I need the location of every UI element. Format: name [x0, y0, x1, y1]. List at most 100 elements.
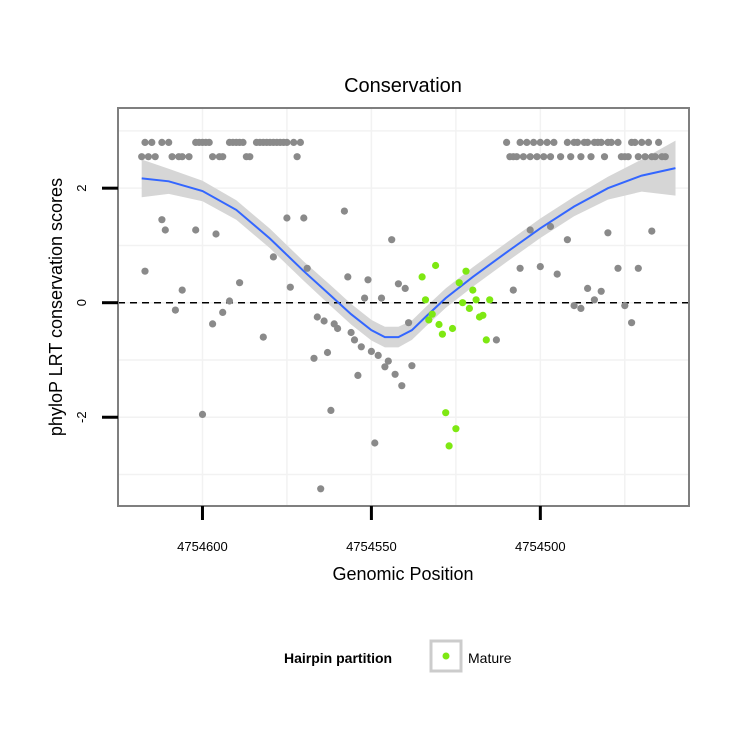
plot-panel-border	[117, 107, 690, 507]
other-point	[604, 229, 612, 237]
other-point	[209, 320, 217, 328]
other-point	[634, 153, 642, 161]
other-point	[570, 302, 578, 310]
other-point	[550, 138, 558, 146]
x-axis-ticks: 4754600 4754550 4754500	[177, 506, 566, 554]
other-point	[519, 153, 528, 161]
other-point	[357, 343, 365, 351]
other-point	[327, 406, 335, 414]
other-point	[614, 264, 622, 272]
chart-title: Conservation	[344, 75, 462, 97]
other-point	[138, 153, 146, 161]
other-point	[567, 153, 575, 161]
mature-point	[428, 310, 436, 318]
other-point	[317, 485, 325, 493]
other-point	[516, 264, 524, 272]
other-point	[597, 138, 605, 146]
other-point	[141, 267, 149, 275]
mature-point	[445, 442, 453, 450]
other-point	[536, 138, 544, 146]
mature-point	[425, 316, 433, 324]
other-point	[178, 153, 186, 161]
other-point	[209, 153, 217, 161]
other-point	[168, 153, 176, 161]
other-point	[408, 362, 416, 370]
other-point	[526, 153, 534, 161]
other-point	[290, 138, 298, 146]
mature-point	[455, 279, 463, 287]
other-point	[236, 279, 244, 287]
other-point	[185, 153, 193, 161]
y-tick-label: 0	[74, 299, 89, 306]
other-point	[577, 153, 585, 161]
mature-point	[432, 261, 440, 270]
other-point	[621, 302, 629, 310]
other-point	[398, 382, 406, 390]
other-point	[361, 294, 369, 302]
other-point	[144, 153, 152, 161]
other-point	[171, 306, 179, 314]
other-point	[310, 354, 318, 362]
other-point	[367, 347, 375, 355]
other-point	[655, 138, 663, 146]
mature-point	[482, 336, 490, 344]
other-point	[530, 138, 538, 146]
mature-point	[462, 267, 470, 275]
other-point	[573, 138, 582, 146]
other-point	[661, 153, 669, 161]
mature-point	[435, 320, 443, 329]
other-point	[516, 138, 524, 146]
other-point	[165, 138, 173, 146]
other-point	[607, 138, 615, 146]
y-tick-label: -2	[74, 411, 89, 423]
other-point	[377, 294, 386, 302]
other-point	[543, 138, 551, 146]
other-point	[293, 153, 301, 161]
plot-panel-background	[118, 108, 689, 506]
other-point	[259, 333, 267, 341]
other-point	[584, 138, 592, 146]
other-point	[296, 138, 304, 146]
other-point	[354, 371, 362, 379]
other-point	[158, 138, 166, 146]
other-point	[161, 226, 169, 234]
mature-point	[442, 409, 450, 417]
x-tick-label: 4754550	[346, 539, 397, 554]
other-point	[313, 313, 321, 321]
other-point	[340, 207, 348, 215]
other-point	[391, 370, 399, 378]
other-point	[158, 216, 166, 224]
mature-point	[469, 286, 477, 294]
other-point	[546, 153, 555, 161]
other-point	[350, 336, 359, 344]
other-point	[590, 296, 599, 304]
other-point	[577, 304, 585, 312]
mature-point	[472, 296, 480, 304]
other-points	[138, 138, 669, 493]
other-point	[300, 214, 308, 222]
other-point	[374, 351, 382, 359]
other-point	[503, 138, 511, 146]
smooth-trend-line	[141, 167, 676, 339]
other-point	[597, 287, 605, 295]
other-point	[384, 357, 392, 365]
legend-mature-dot	[442, 652, 450, 660]
other-point	[371, 439, 379, 447]
other-point	[283, 214, 291, 222]
other-point	[344, 273, 352, 281]
other-point	[323, 348, 332, 357]
other-point	[320, 317, 328, 325]
other-point	[587, 153, 595, 161]
mature-point	[479, 311, 487, 319]
other-point	[286, 283, 294, 291]
other-point	[641, 153, 649, 161]
y-tick-label: 2	[74, 185, 89, 192]
other-point	[634, 264, 642, 272]
other-point	[246, 153, 254, 161]
other-point	[388, 236, 396, 244]
other-point	[141, 138, 149, 146]
mature-point	[438, 330, 446, 338]
other-point	[405, 319, 413, 327]
other-point	[219, 153, 227, 161]
other-point	[225, 297, 234, 305]
